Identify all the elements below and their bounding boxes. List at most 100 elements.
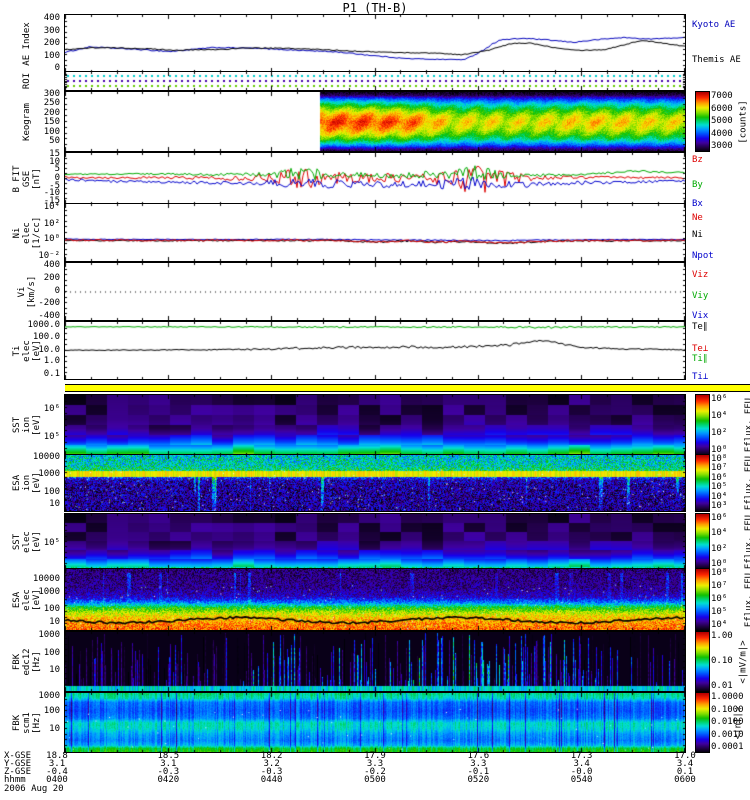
bottom-value-hhmm-0600: 0600 [674,775,696,785]
ti-temperature-legend-te: Te∥ [692,322,708,333]
bottom-value-x-gse-0500: 17.9 [364,751,386,761]
ni-density-canvas [65,204,685,261]
keogram-colorbar-tick-4: 3000 [711,141,733,151]
esa-ion-colorbar-tick-3: 10⁵ [711,482,728,493]
bottom-value-hhmm-0540: 0540 [570,775,593,785]
esa-ion-ytick-2: 100 [43,487,60,498]
ti-temperature-legend-te: Te⊥ [692,343,709,354]
bottom-value-y-gse-0420: 3.1 [160,759,177,769]
ti-temperature-ytick-4: 0.1 [43,369,60,379]
ae-index-panel [64,14,686,73]
fbk-edc12-colorbar-canvas [696,632,709,691]
bottom-value-y-gse-0600: 3.4 [676,759,694,769]
bottom-value-z-gse-0540: -0.0 [570,767,593,777]
bottom-value-x-gse-0540: 17.3 [570,751,593,761]
keogram-colorbar-tick-1: 6000 [711,103,733,114]
sst-elec-ytick-0: 10⁵ [43,538,60,549]
esa-elec-colorbar-tick-4: 10⁴ [711,620,728,630]
fbk-scm1-ytick-1: 100 [43,705,60,716]
bottom-value-hhmm-0500: 0500 [364,775,386,785]
fbk-edc12-ytick-1: 100 [43,647,60,658]
esa-ion-ytick-1: 1000 [38,469,60,480]
esa-ion-colorbar-canvas [696,455,709,511]
esa-ion-canvas [65,455,685,511]
esa-elec-colorbar [695,568,710,631]
fbk-edc12-colorbar-tick-0: 1.00 [711,631,733,641]
sst-elec-colorbar-tick-1: 10⁴ [711,528,728,539]
esa-ion-colorbar [695,454,710,512]
keogram-colorbar-unit: [counts] [738,99,749,144]
vi-velocity-legend-vix: Vix [692,311,709,322]
sst-ion-colorbar-tick-3: 10⁰ [711,445,728,455]
fbk-edc12-colorbar [695,631,710,692]
sst-elec-canvas [65,514,685,569]
esa-elec-ytick-1: 1000 [38,587,60,598]
bottom-value-y-gse-0440: 3.2 [263,759,280,769]
bottom-value-hhmm-0520: 0520 [467,775,490,785]
keogram-ytick-1: 250 [43,98,60,109]
b-fit-legend-bx: Bx [692,199,703,210]
bottom-value-x-gse-0420: 18.5 [157,751,180,761]
sst-elec-colorbar-canvas [696,514,709,569]
roi-canvas [65,72,685,90]
fbk-edc12-ytick-0: 1000 [38,630,60,641]
fbk-scm1-canvas [65,693,685,752]
bottom-value-y-gse-0540: 3.4 [573,759,590,769]
b-fit-ytick-3: 0 [54,172,60,183]
fbk-scm1-ytick-0: 1000 [38,691,60,702]
b-fit-ytick-2: 5 [54,164,60,175]
fbk-scm1-colorbar-tick-4: 0.0001 [711,742,744,752]
bottom-value-y-gse-0400: 3.1 [48,759,66,769]
fbk-scm1-colorbar-canvas [696,693,709,752]
vi-velocity-ytick-2: 0 [54,285,60,296]
fbk-scm1-colorbar-tick-3: 0.0010 [711,729,744,740]
keogram-ytick-2: 200 [43,107,60,118]
bottom-value-hhmm-0440: 0440 [260,775,283,785]
fbk-scm1-ytick-2: 10 [49,724,60,735]
esa-ion-ytick-0: 10000 [32,451,60,462]
esa-elec-colorbar-tick-2: 10⁶ [711,594,728,604]
keogram-colorbar-tick-0: 7000 [711,91,733,101]
keogram-ytick-4: 100 [43,126,60,137]
fbk-scm1-colorbar [695,692,710,753]
esa-elec-ytick-3: 10 [49,616,60,627]
bottom-value-x-gse-0520: 17.6 [467,751,490,761]
ti-temperature-ytick-1: 100.0 [32,331,60,342]
sst-elec-colorbar-tick-3: 10⁰ [711,559,728,569]
sst-ion-colorbar-tick-0: 10⁶ [711,394,728,404]
bottom-value-x-gse-0440: 18.2 [260,751,283,761]
esa-ion-colorbar-tick-1: 10⁷ [711,463,728,474]
bottom-value-z-gse-0400: -0.4 [46,767,68,777]
ni-density-ytick-3: 10⁻² [38,251,60,261]
date-label: 2006 Aug 20 [4,784,64,794]
esa-elec-colorbar-unit: Eflux, EFU [744,572,750,627]
ni-density-ytick-2: 10⁰ [43,234,60,245]
esa-ion-colorbar-tick-5: 10³ [711,501,728,511]
sst-ion-ytick-1: 10⁵ [43,432,60,443]
sst-ion-colorbar [695,394,710,456]
bottom-value-z-gse-0440: -0.3 [260,767,283,777]
esa-ion-ytick-3: 10 [49,499,60,510]
fbk-edc12-colorbar-tick-2: 0.01 [711,681,733,691]
esa-elec-colorbar-tick-1: 10⁷ [711,581,728,591]
ti-temperature-panel [64,321,686,380]
sst-ion-colorbar-tick-2: 10² [711,428,728,438]
b-fit-ytick-1: 10 [49,156,60,167]
fbk-edc12-colorbar-unit: <|mV/m|> [738,639,749,684]
esa-ion-colorbar-tick-4: 10⁴ [711,491,728,502]
ae-index-canvas [65,15,685,72]
keogram-colorbar-canvas [696,92,709,151]
bottom-column-0500: 17.9 3.3 -0.2 0500 [340,751,410,785]
b-fit-ytick-4: -5 [49,180,60,191]
ti-temperature-ytick-2: 10.0 [38,344,60,355]
bottom-value-z-gse-0500: -0.2 [364,767,386,777]
keogram-panel [64,91,686,152]
fbk-scm1-axis-label: FBK scm1 [Hz] [12,711,42,734]
bottom-row-headers: X-GSE Y-GSE Z-GSE hhmm [4,751,32,785]
roi-panel [64,71,686,91]
fbk-scm1-colorbar-tick-0: 1.0000 [711,692,744,702]
fbk-edc12-colorbar-tick-1: 0.10 [711,656,733,666]
ni-density-ytick-0: 10⁴ [43,201,60,212]
vi-velocity-legend-viy: Viy [692,290,709,301]
fbk-scm1-colorbar-tick-2: 0.0100 [711,717,744,727]
